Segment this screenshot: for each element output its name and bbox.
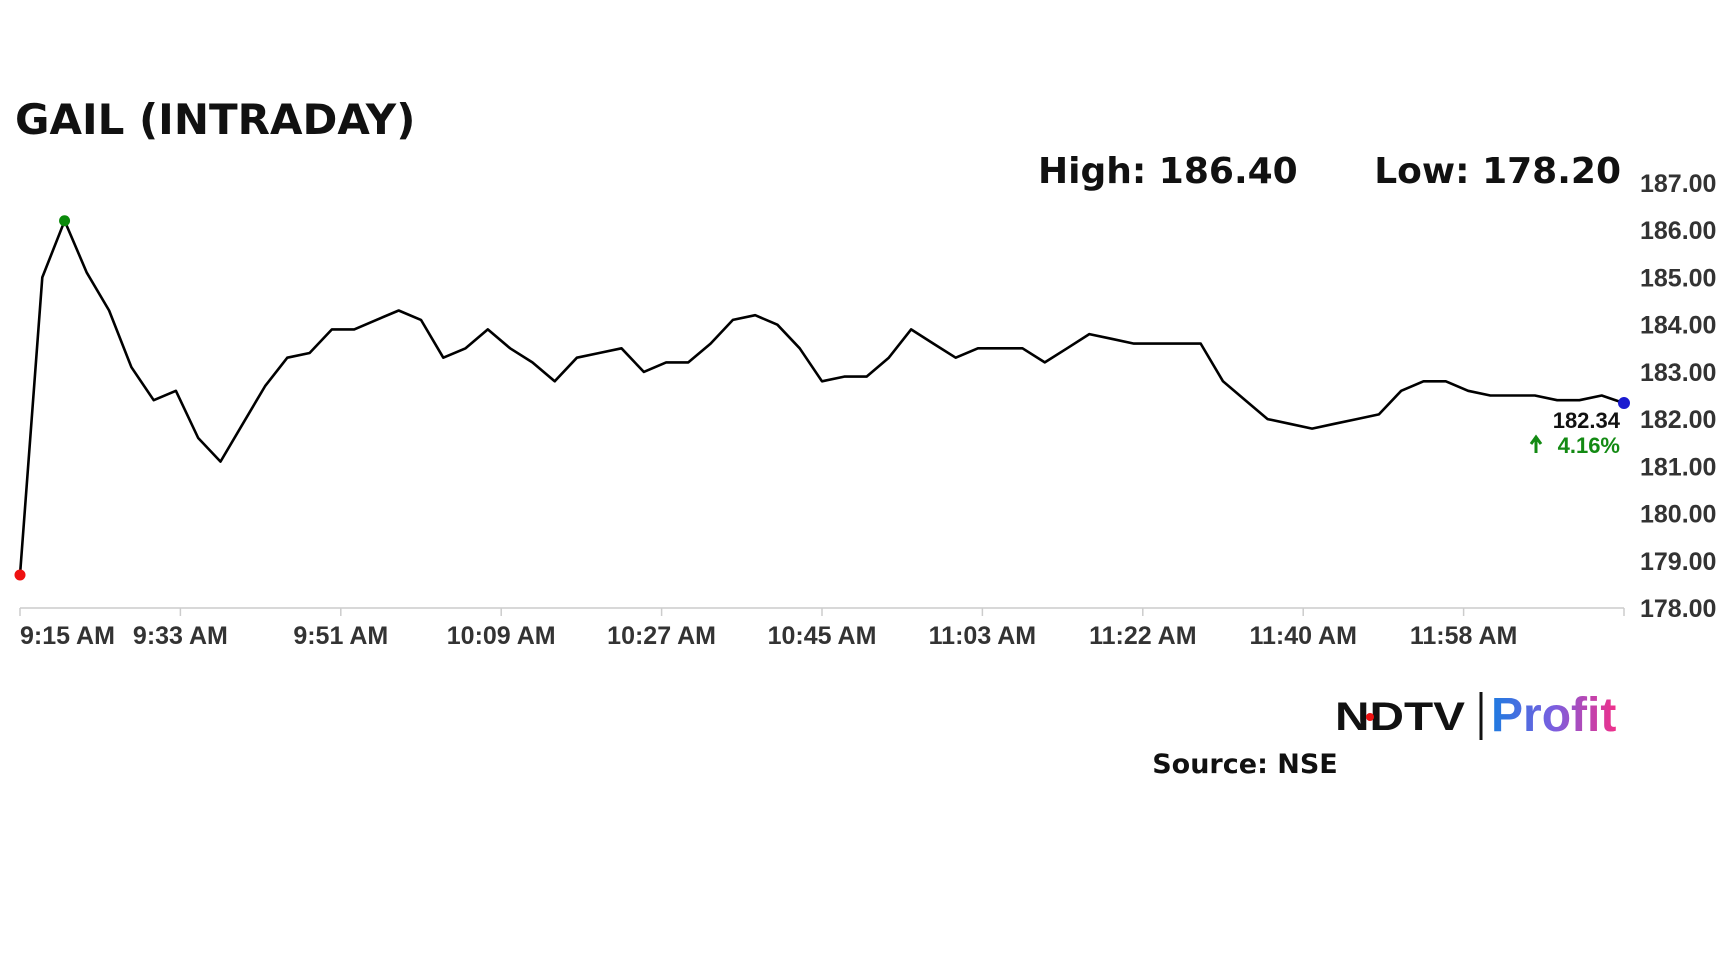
chart-title: GAIL (INTRADAY)	[15, 95, 415, 144]
x-tick-label: 9:51 AM	[293, 622, 388, 650]
x-tick-label: 11:03 AM	[929, 622, 1036, 650]
last-marker	[1618, 397, 1630, 410]
x-tick-label: 10:27 AM	[607, 622, 716, 650]
low-marker	[14, 569, 26, 581]
y-tick-label: 182.00	[1640, 406, 1716, 434]
y-tick-label: 185.00	[1640, 264, 1716, 292]
x-tick-label: 10:45 AM	[768, 622, 877, 650]
x-tick-label: 9:15 AM	[20, 622, 115, 650]
y-tick-label: 184.00	[1640, 312, 1716, 340]
logo-dot	[1366, 713, 1374, 721]
x-tick-label: 11:58 AM	[1410, 622, 1517, 650]
logo-right: Profit	[1491, 689, 1616, 742]
change-label: 4.16%	[1558, 433, 1620, 458]
y-tick-label: 187.00	[1640, 170, 1716, 198]
high-marker	[59, 215, 71, 227]
x-tick-label: 11:22 AM	[1089, 622, 1196, 650]
source: Source: NSE	[1152, 749, 1338, 780]
value-label: 182.34	[1553, 408, 1621, 433]
low-text: Low: 178.20	[1374, 151, 1621, 192]
x-tick-label: 11:40 AM	[1249, 622, 1356, 650]
x-tick-label: 10:09 AM	[447, 622, 556, 650]
logo-left: NDTV	[1335, 695, 1465, 739]
y-tick-label: 181.00	[1640, 453, 1716, 481]
y-tick-label: 186.00	[1640, 217, 1716, 245]
price-line	[18, 219, 1625, 575]
y-tick-label: 180.00	[1640, 501, 1716, 529]
x-tick-label: 9:33 AM	[133, 622, 228, 650]
y-tick-label: 178.00	[1640, 595, 1716, 623]
change-arrow	[1529, 434, 1543, 454]
y-tick-label: 183.00	[1640, 359, 1716, 387]
y-tick-label: 179.00	[1640, 548, 1716, 576]
high-text: High: 186.40	[1038, 151, 1298, 192]
